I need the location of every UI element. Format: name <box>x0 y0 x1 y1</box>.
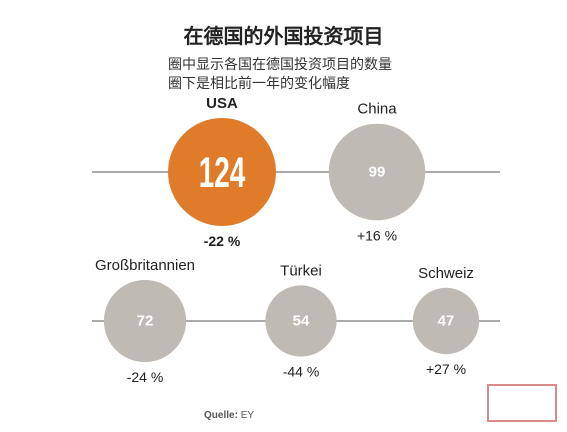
bubble-schweiz <box>412 287 480 355</box>
bubble-group-china: China 99 +16 % <box>328 101 426 243</box>
bubble-label-china: China <box>357 101 397 118</box>
bubble-group-gro-britannien: Großbritannien 72 -24 % <box>95 257 195 385</box>
bubble-value-usa: 124 <box>199 148 246 196</box>
bubble-group-schweiz: Schweiz 47 +27 % <box>412 265 480 377</box>
bubble-value-gro-britannien: 72 <box>137 313 154 330</box>
bubble-label-t-rkei: Türkei <box>280 262 322 279</box>
bubble-group-usa: USA 124 -22 % <box>168 95 276 249</box>
bubble-change-gro-britannien: -24 % <box>127 369 164 385</box>
source-value: EY <box>240 410 255 421</box>
source-label: Quelle: <box>204 410 238 421</box>
bubble-usa <box>168 118 276 226</box>
bubble-value-t-rkei: 54 <box>293 313 310 330</box>
subtitle-line-1: 圈中显示各国在德国投资项目的数量 <box>168 57 392 73</box>
bubble-label-usa: USA <box>206 95 238 112</box>
subtitle-line-2: 圈下是相比前一年的变化幅度 <box>168 76 350 92</box>
watermark-stamp <box>487 384 557 422</box>
bubble-label-schweiz: Schweiz <box>418 265 474 282</box>
bubble-change-china: +16 % <box>357 227 397 243</box>
chart-subtitle: 圈中显示各国在德国投资项目的数量 圈下是相比前一年的变化幅度 <box>168 56 392 94</box>
chart-title: 在德国的外国投资项目 <box>183 24 384 48</box>
bubble-marks: USA 124 -22 % China 99 +16 % Großbritannien 72 -… <box>95 95 480 385</box>
bubble-group-t-rkei: Türkei 54 -44 % <box>265 262 337 380</box>
bubble-t-rkei <box>265 285 337 357</box>
bubble-change-schweiz: +27 % <box>426 361 466 377</box>
bubble-label-gro-britannien: Großbritannien <box>95 257 195 274</box>
bubble-gro-britannien <box>103 279 187 363</box>
bubble-change-t-rkei: -44 % <box>283 364 320 380</box>
bubble-change-usa: -22 % <box>204 233 241 249</box>
source-note: Quelle: EY <box>204 410 254 421</box>
bubble-value-schweiz: 47 <box>438 313 455 330</box>
bubble-china <box>328 123 426 221</box>
bubble-value-china: 99 <box>369 164 386 181</box>
